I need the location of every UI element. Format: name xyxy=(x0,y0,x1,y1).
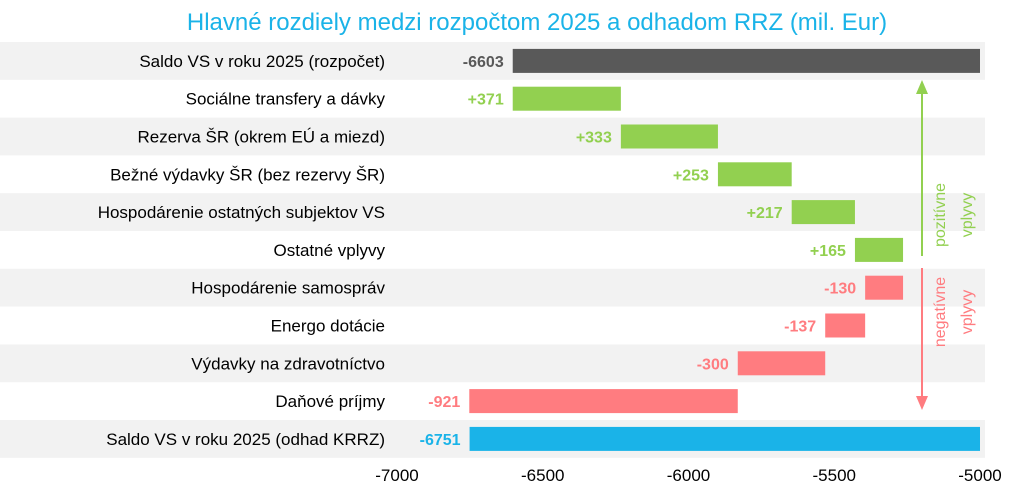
positive-arrow-head xyxy=(916,80,928,94)
category-label: Saldo VS v roku 2025 (rozpočet) xyxy=(139,52,385,71)
data-label: -300 xyxy=(697,356,729,373)
x-tick-label: -7000 xyxy=(375,466,418,485)
bar-decrease xyxy=(865,275,904,300)
bars xyxy=(469,48,980,451)
bar-decrease xyxy=(825,313,866,338)
x-tick-label: -5000 xyxy=(958,466,1001,485)
positive-label-line1: pozitívne xyxy=(932,183,949,247)
bar-decrease xyxy=(737,351,826,376)
data-label: -6603 xyxy=(463,54,504,71)
data-label: +333 xyxy=(576,130,612,147)
x-tick-labels: -7000 -6500 -6000 -5500 -5000 xyxy=(375,466,1001,485)
category-label: Energo dotácie xyxy=(271,317,385,336)
row-stripe xyxy=(0,344,985,383)
negative-label-line2: vplyvy xyxy=(959,290,976,334)
category-label: Bežné výdavky ŠR (bez rezervy ŠR) xyxy=(110,165,385,184)
category-label: Daňové príjmy xyxy=(275,392,385,411)
x-tick-label: -6000 xyxy=(667,466,710,485)
positive-label-line2: vplyvy xyxy=(959,193,976,237)
bar-increase xyxy=(620,124,718,149)
category-label: Hospodárenie ostatných subjektov VS xyxy=(98,203,385,222)
data-label: +371 xyxy=(468,92,504,109)
category-label: Výdavky na zdravotníctvo xyxy=(191,354,385,373)
data-label: +217 xyxy=(747,205,783,222)
data-label: -130 xyxy=(824,281,856,298)
data-label: -6751 xyxy=(420,432,461,449)
bar-total xyxy=(512,48,980,73)
row-stripe xyxy=(0,117,985,156)
bar-increase xyxy=(717,162,792,187)
negative-label-line1: negatívne xyxy=(932,277,949,347)
x-tick-label: -5500 xyxy=(813,466,856,485)
bar-decrease xyxy=(469,389,738,414)
bar-total xyxy=(469,426,980,451)
chart-title: Hlavné rozdiely medzi rozpočtom 2025 a o… xyxy=(187,9,887,36)
category-label: Hospodárenie samospráv xyxy=(191,279,385,298)
data-label: -137 xyxy=(784,319,816,336)
category-label: Rezerva ŠR (okrem EÚ a miezd) xyxy=(137,128,385,147)
x-tick-label: -6500 xyxy=(521,466,564,485)
category-label: Ostatné vplyvy xyxy=(274,241,386,260)
data-label: +165 xyxy=(810,243,846,260)
negative-arrow-head xyxy=(916,396,928,410)
data-labels: -6603 +371 +333 +253 +217 +165 -130 -137 -300 -92… xyxy=(420,54,857,449)
data-label: +253 xyxy=(673,167,709,184)
category-labels: Saldo VS v roku 2025 (rozpočet) Sociálne … xyxy=(98,52,386,449)
row-stripe xyxy=(0,268,985,307)
bar-increase xyxy=(512,86,621,111)
data-label: -921 xyxy=(428,394,460,411)
bar-increase xyxy=(854,237,904,262)
impact-arrows xyxy=(916,80,928,410)
category-label: Sociálne transfery a dávky xyxy=(186,90,386,109)
category-label: Saldo VS v roku 2025 (odhad KRRZ) xyxy=(106,430,385,449)
bar-increase xyxy=(791,200,855,225)
